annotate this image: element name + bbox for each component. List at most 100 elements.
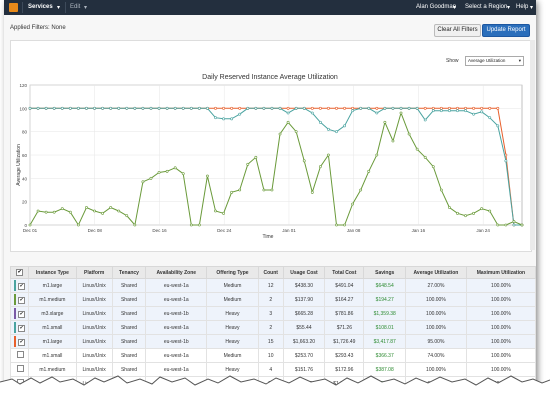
data-point-green (351, 202, 355, 206)
table-cell: m1.small (28, 348, 77, 363)
table-row[interactable]: m1.largeLinux/UnixSharedeu-west-1bHeavy1… (9, 334, 536, 349)
column-header[interactable]: Tenancy (111, 266, 147, 279)
data-point-green (383, 120, 387, 124)
data-point-teal (294, 106, 298, 110)
region-menu[interactable]: Select a Region (465, 4, 508, 10)
data-point-orange (375, 106, 379, 110)
table-cell: 100.00% (465, 278, 536, 293)
clear-filters-button[interactable]: Clear All Filters (434, 24, 481, 37)
data-point-green (206, 174, 209, 178)
row-checkbox[interactable] (18, 282, 26, 290)
column-header[interactable]: Savings (363, 266, 406, 279)
row-checkbox[interactable] (18, 324, 26, 332)
select-all-header[interactable] (9, 266, 30, 279)
data-point-green (181, 172, 185, 176)
column-header[interactable]: Average Utilization (405, 266, 467, 279)
y-tick-label: 40 (22, 176, 28, 181)
row-select-cell[interactable] (9, 320, 30, 335)
data-point-green (448, 206, 451, 209)
table-cell: $665.28 (282, 306, 326, 321)
data-point-green (28, 223, 32, 227)
data-point-teal (189, 106, 193, 110)
column-header[interactable]: Total Cost (324, 266, 365, 279)
table-cell: Linux/Unix (75, 348, 113, 363)
row-select-cell[interactable] (9, 278, 30, 293)
column-header[interactable]: Usage Cost (282, 266, 326, 279)
row-select-cell[interactable] (9, 306, 30, 321)
row-checkbox[interactable] (17, 351, 25, 358)
data-point-green (415, 147, 419, 151)
data-point-orange (230, 106, 234, 110)
row-checkbox[interactable] (18, 296, 26, 304)
row-checkbox[interactable] (18, 310, 26, 318)
table-cell: $253.70 (282, 348, 326, 363)
table-row[interactable]: m1.small Linux/Unix Shared eu-west-1a Medium… (9, 348, 536, 363)
data-point-green (431, 165, 435, 169)
column-header[interactable]: Availability Zone (145, 266, 208, 279)
chevron-down-icon: ▾ (453, 5, 457, 11)
data-point-green (399, 111, 403, 115)
show-select[interactable]: Average Utilization ▾ (465, 56, 524, 66)
data-point-teal (133, 106, 137, 110)
main-content: Applied Filters: None Clear All Filters … (4, 15, 536, 392)
data-point-green (286, 120, 290, 124)
x-tick-label: Dec 16 (152, 228, 167, 233)
data-point-teal (197, 106, 201, 110)
data-point-green (133, 223, 137, 227)
scrollbar[interactable] (530, 40, 535, 250)
table-cell: $438.30 (282, 278, 326, 293)
data-point-teal (310, 111, 314, 115)
help-menu[interactable]: Help (516, 4, 529, 10)
app-window: Services ▾ Edit ▾ Alan Goodman ▾ Select … (4, 0, 536, 392)
aws-logo-icon[interactable] (9, 3, 18, 12)
data-point-teal (181, 106, 185, 110)
data-point-green (222, 211, 225, 215)
table-cell: 2 (257, 320, 284, 335)
table-cell: eu-west-1a (145, 278, 208, 293)
applied-filters: Applied Filters: None (10, 25, 66, 31)
row-select-cell[interactable] (9, 292, 30, 307)
user-menu[interactable]: Alan Goodman (416, 4, 457, 10)
row-checkbox[interactable] (17, 365, 25, 372)
data-point-green (294, 130, 298, 134)
table-row[interactable]: m1.largeLinux/UnixSharedeu-west-1aMedium… (9, 278, 536, 293)
data-point-orange (448, 106, 451, 110)
data-point-green (238, 188, 242, 192)
column-header[interactable]: Instance Type (28, 266, 77, 279)
data-point-teal (125, 106, 129, 110)
column-header[interactable]: Platform (75, 266, 113, 279)
table-cell: 27.00% (405, 278, 467, 293)
table-row[interactable]: m1.smallLinux/UnixSharedeu-west-1aHeavy2… (9, 320, 536, 335)
update-report-button[interactable]: Update Report (482, 24, 530, 37)
table-cell: Shared (111, 292, 147, 307)
row-select-cell[interactable] (9, 334, 30, 349)
data-point-green (109, 206, 113, 209)
data-point-teal (512, 223, 516, 227)
data-point-teal (464, 109, 467, 113)
data-point-green (472, 211, 476, 215)
select-all-checkbox[interactable] (16, 269, 24, 276)
data-point-orange (214, 106, 217, 110)
data-point-teal (359, 106, 363, 110)
table-cell: $164.27 (324, 292, 365, 307)
data-point-green (480, 207, 484, 211)
edit-menu[interactable]: Edit (70, 4, 81, 10)
table-cell: Medium (206, 292, 259, 307)
data-point-orange (327, 106, 330, 110)
column-header[interactable]: Maximum Utilization (465, 266, 536, 279)
data-point-orange (222, 106, 225, 110)
services-menu[interactable]: Services (28, 4, 53, 10)
table-row[interactable]: m1.mediumLinux/UnixSharedeu-west-1aMediu… (9, 292, 536, 307)
table-cell: Shared (111, 320, 147, 335)
data-point-teal (222, 117, 225, 121)
data-point-orange (488, 106, 492, 110)
row-checkbox[interactable] (18, 338, 26, 346)
data-point-green (278, 132, 282, 136)
table-cell: 100.00% (465, 292, 536, 307)
table-row[interactable]: m3.xlargeLinux/UnixSharedeu-west-1bHeavy… (9, 306, 536, 321)
column-header[interactable]: Count (257, 266, 284, 279)
table-cell: $648.54 (363, 278, 406, 293)
column-header[interactable]: Offering Type (206, 266, 259, 279)
row-select-cell[interactable] (9, 348, 30, 363)
data-point-teal (286, 111, 290, 115)
